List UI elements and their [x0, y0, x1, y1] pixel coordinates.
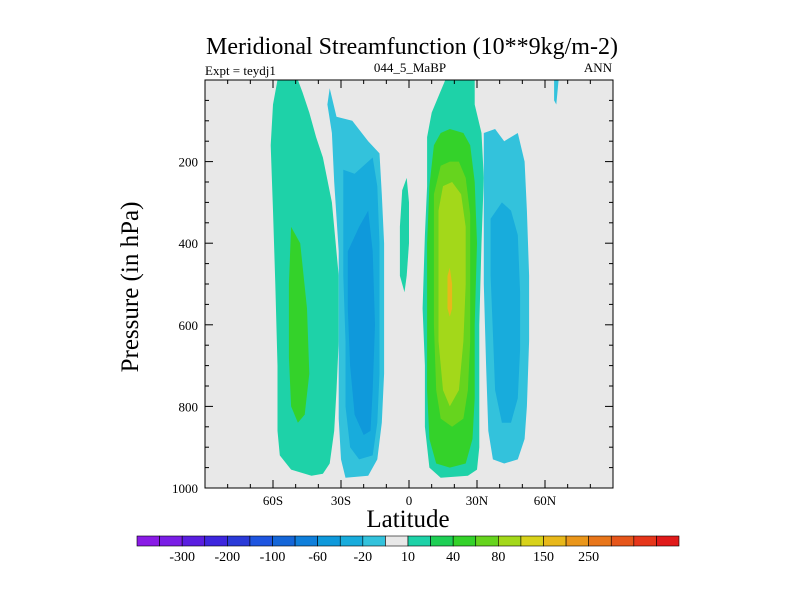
colorbar-label: 40 [446, 550, 460, 565]
colorbar-label: 10 [401, 550, 415, 565]
colorbar-swatch [294, 535, 318, 547]
contour-region-1 [270, 80, 339, 476]
x-tick-label: 0 [406, 493, 413, 508]
tick-layer: 60S 30S 0 30N 60N 200 400 600 800 1000 [172, 79, 614, 508]
colorbar-swatch [656, 535, 680, 547]
center-subtitle: 044_5_MaBP [374, 60, 446, 75]
contour-region-2 [288, 226, 310, 423]
y-tick-label: 800 [179, 399, 199, 414]
right-subtitle: ANN [584, 60, 613, 75]
colorbar-swatch [475, 535, 499, 547]
colorbar-swatch [588, 535, 612, 547]
colorbar-swatch [317, 535, 341, 547]
colorbar-swatch [610, 535, 635, 547]
y-tick-label: 600 [179, 318, 199, 333]
colorbar-swatch [633, 535, 657, 547]
left-subtitle: Expt = teydj1 [205, 63, 276, 78]
colorbar-label: 250 [578, 550, 599, 565]
colorbar-swatch [520, 535, 544, 547]
y-axis-label: Pressure (in hPa) [117, 202, 144, 373]
colorbar-swatch [498, 535, 522, 547]
colorbar-swatch [136, 535, 160, 547]
colorbar-swatch [362, 535, 386, 547]
colorbar-swatch [385, 535, 409, 547]
x-tick-label: 30S [331, 493, 351, 508]
colorbar-label: -300 [169, 550, 195, 565]
colorbar-swatch [272, 535, 296, 547]
colorbar-swatch [227, 535, 251, 547]
colorbar-swatch [181, 535, 206, 547]
plot-background [205, 80, 613, 488]
colorbar-label: 150 [533, 550, 554, 565]
y-tick-label: 1000 [172, 481, 198, 496]
colorbar-swatch [249, 535, 273, 547]
colorbar-swatch [543, 535, 567, 547]
contour-layer [270, 80, 559, 478]
contour-region-15 [554, 80, 559, 105]
colorbar-swatch [204, 535, 228, 547]
colorbar-label: -100 [260, 550, 286, 565]
colorbar-label: 80 [491, 550, 505, 565]
colorbar: -300 -200 -100 -60 -20 10 40 80 150 250 [136, 535, 680, 565]
colorbar-label: -200 [214, 550, 240, 565]
x-tick-label: 30N [466, 493, 489, 508]
colorbar-swatch [159, 535, 183, 547]
plot-area: 60S 30S 0 30N 60N 200 400 600 800 1000 [172, 79, 614, 508]
colorbar-swatch [565, 535, 589, 547]
colorbar-label: -20 [353, 550, 372, 565]
colorbar-swatch [430, 535, 454, 547]
colorbar-swatch [452, 535, 477, 547]
y-tick-label: 200 [179, 155, 199, 170]
chart-title: Meridional Streamfunction (10**9kg/m-2) [206, 34, 618, 60]
contour-region-11 [447, 267, 453, 317]
contour-region-6 [399, 177, 409, 293]
x-axis-label: Latitude [366, 506, 449, 533]
x-tick-label: 60S [263, 493, 283, 508]
contour-region-13 [490, 202, 521, 423]
contour-region-5 [347, 210, 375, 435]
colorbar-swatch [407, 535, 431, 547]
colorbar-swatch [339, 535, 364, 547]
x-tick-label: 60N [534, 493, 557, 508]
y-tick-label: 400 [179, 236, 199, 251]
colorbar-label: -60 [308, 550, 327, 565]
